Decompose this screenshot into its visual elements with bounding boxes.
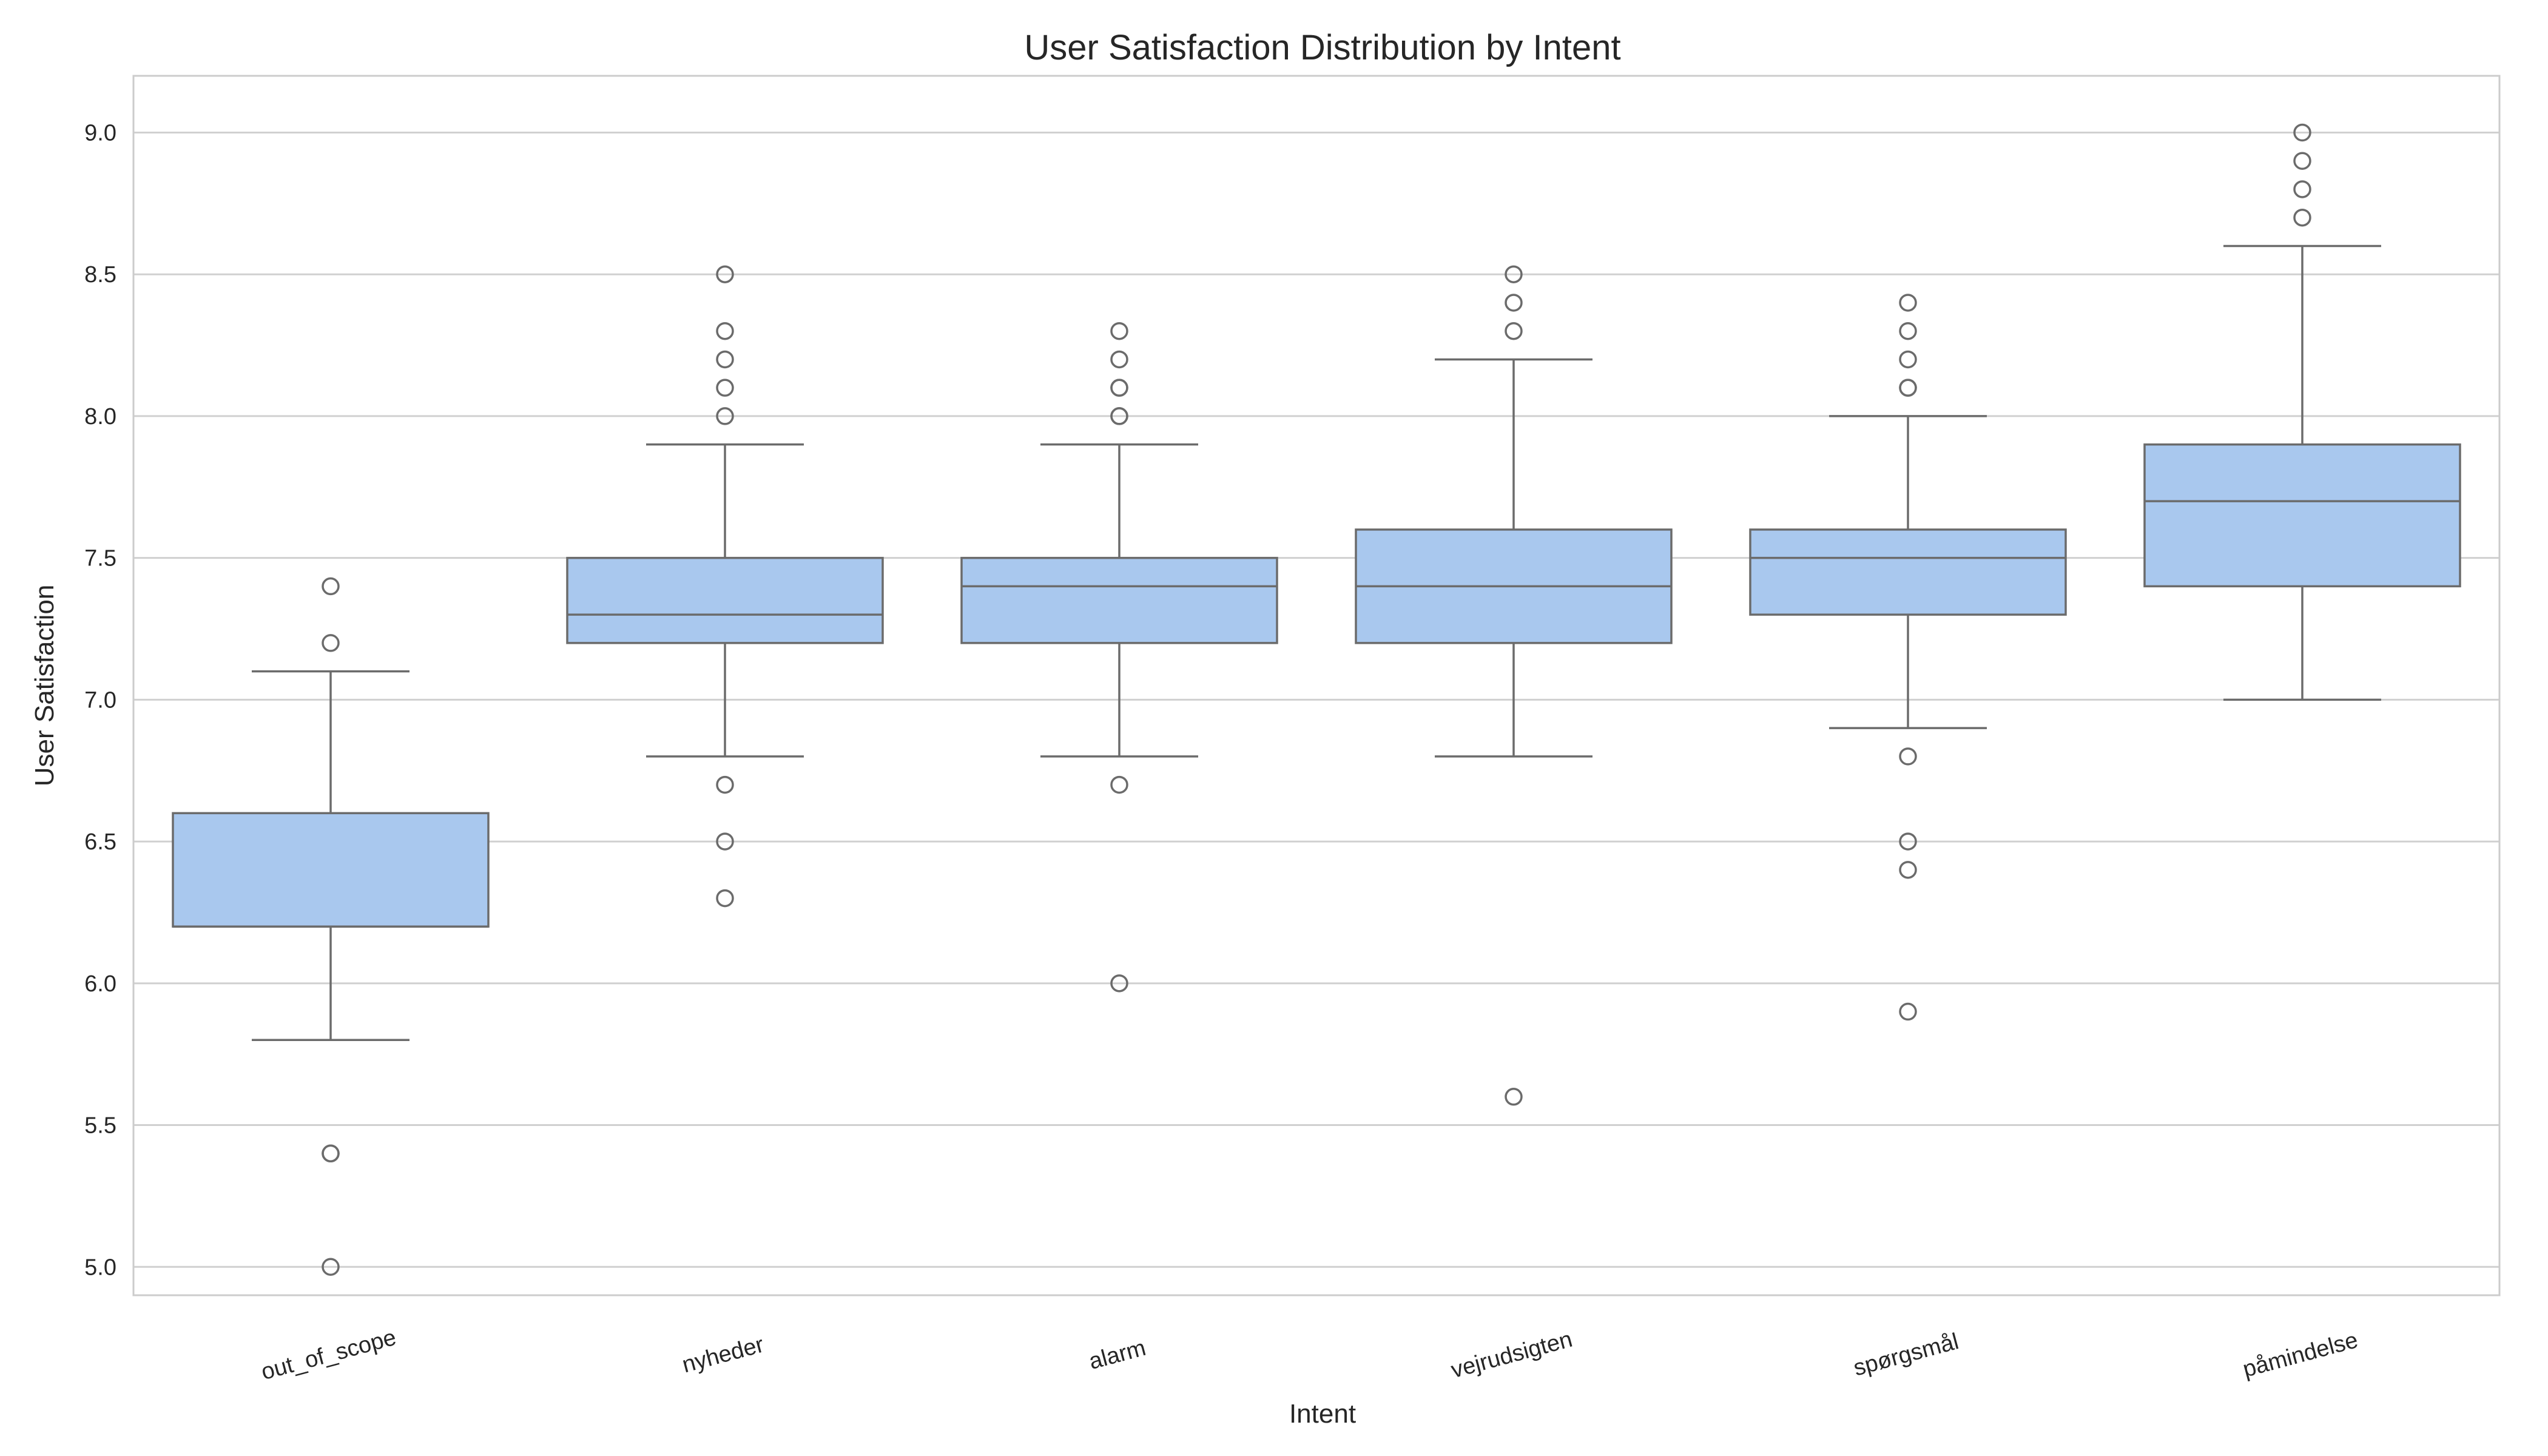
outlier-point bbox=[322, 1258, 340, 1276]
y-tick-label: 6.0 bbox=[84, 971, 116, 997]
outlier-point bbox=[1899, 861, 1917, 879]
outlier-point bbox=[1899, 747, 1917, 766]
y-tick-label: 7.0 bbox=[84, 687, 116, 713]
outlier-point bbox=[1110, 379, 1128, 397]
chart-title: User Satisfaction Distribution by Intent bbox=[1024, 28, 1620, 67]
outlier-point bbox=[1899, 1002, 1917, 1021]
outlier-point bbox=[2293, 180, 2311, 198]
outlier-point bbox=[1899, 379, 1917, 397]
gridlines bbox=[133, 131, 2499, 1268]
outlier-point bbox=[1505, 1088, 1523, 1106]
x-tick-label: påmindelse bbox=[2240, 1327, 2361, 1383]
x-axis-label: Intent bbox=[1289, 1399, 1356, 1429]
outlier-point bbox=[716, 889, 734, 908]
outlier-point bbox=[1505, 322, 1523, 340]
outlier-point bbox=[716, 407, 734, 425]
x-tick-label: spørgsmål bbox=[1851, 1329, 1961, 1381]
outlier-point bbox=[716, 350, 734, 369]
outlier-point bbox=[716, 379, 734, 397]
iqr-box bbox=[1749, 528, 2067, 616]
y-tick-label: 7.5 bbox=[84, 546, 116, 571]
y-tick-label: 5.0 bbox=[84, 1255, 116, 1280]
y-tick-label: 8.5 bbox=[84, 262, 116, 288]
outlier-point bbox=[1110, 974, 1128, 993]
y-tick-label: 5.5 bbox=[84, 1113, 116, 1139]
outlier-point bbox=[716, 775, 734, 794]
box-group-out_of_scope bbox=[172, 577, 490, 1276]
outlier-point bbox=[1110, 322, 1128, 340]
x-tick-label: alarm bbox=[1087, 1335, 1149, 1375]
x-tick-label: out_of_scope bbox=[258, 1325, 399, 1386]
outlier-point bbox=[716, 832, 734, 851]
x-tick-label: nyheder bbox=[679, 1332, 767, 1378]
y-tick-labels: 5.0 5.5 6.0 6.5 7.0 7.5 8.0 8.5 9.0 bbox=[84, 120, 116, 1280]
outlier-point bbox=[2293, 123, 2311, 142]
outlier-point bbox=[1899, 322, 1917, 340]
iqr-box bbox=[960, 556, 1278, 644]
outlier-point bbox=[1899, 350, 1917, 369]
iqr-box bbox=[2143, 443, 2461, 588]
plot-frame bbox=[132, 75, 2501, 1296]
outlier-point bbox=[2293, 152, 2311, 170]
y-axis-label: User Satisfaction bbox=[30, 585, 59, 787]
outlier-point bbox=[716, 265, 734, 283]
outlier-point bbox=[2293, 208, 2311, 227]
outlier-point bbox=[1505, 265, 1523, 283]
outlier-point bbox=[1110, 407, 1128, 425]
box-group-nyheder bbox=[566, 265, 884, 908]
outlier-point bbox=[1110, 350, 1128, 369]
outlier-point bbox=[1899, 294, 1917, 312]
outlier-point bbox=[322, 1144, 340, 1163]
y-tick-label: 9.0 bbox=[84, 120, 116, 146]
y-tick-label: 8.0 bbox=[84, 404, 116, 430]
outlier-point bbox=[322, 577, 340, 596]
outlier-point bbox=[1899, 832, 1917, 851]
iqr-box bbox=[566, 556, 884, 644]
box-group-spørgsmål bbox=[1749, 294, 2067, 1021]
box-group-påmindelse bbox=[2143, 123, 2461, 701]
x-tick-labels: out_of_scope nyheder alarm vejrudsigten spør… bbox=[258, 1325, 2361, 1386]
outlier-point bbox=[322, 634, 340, 652]
y-tick-label: 6.5 bbox=[84, 829, 116, 855]
box-group-vejrudsigten bbox=[1355, 265, 1673, 1106]
boxes bbox=[172, 123, 2461, 1276]
box-group-alarm bbox=[960, 322, 1278, 993]
outlier-point bbox=[1505, 294, 1523, 312]
outlier-point bbox=[1110, 775, 1128, 794]
outlier-point bbox=[716, 322, 734, 340]
iqr-box bbox=[172, 812, 490, 928]
x-tick-label: vejrudsigten bbox=[1448, 1327, 1575, 1384]
